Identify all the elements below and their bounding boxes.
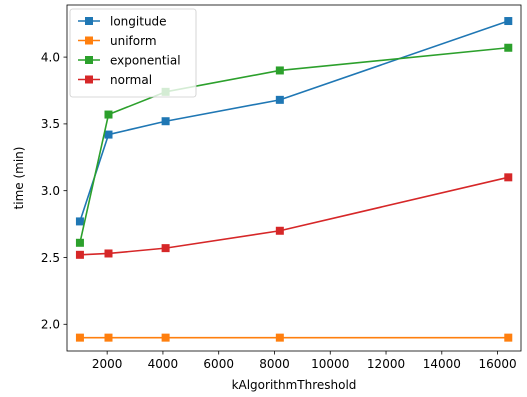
legend-marker [85, 75, 93, 84]
y-tick-label: 4.0 [41, 50, 60, 64]
legend-label: exponential [110, 53, 181, 67]
data-point [275, 95, 284, 104]
legend-item-uniform: uniform [78, 34, 157, 48]
axis-ticks: 2000 4000 6000 8000 10000 12000 14000 16000 2.0 2… [41, 50, 517, 371]
series-longitude [75, 17, 513, 226]
data-point [504, 43, 513, 52]
legend-label: longitude [110, 14, 167, 28]
data-point [275, 226, 284, 235]
y-axis-label: time (min) [12, 147, 26, 210]
legend-item-longitude: longitude [78, 14, 167, 28]
data-point [75, 250, 84, 259]
data-point [104, 333, 113, 342]
legend-item-exponential: exponential [78, 53, 181, 67]
data-point [75, 217, 84, 226]
y-tick-label: 3.0 [41, 184, 60, 198]
legend-label: normal [110, 73, 152, 87]
x-tick-label: 12000 [367, 357, 405, 371]
data-point [104, 130, 113, 139]
data-point [275, 333, 284, 342]
data-point [104, 249, 113, 258]
data-point [161, 117, 170, 126]
data-point [275, 66, 284, 75]
data-point [104, 110, 113, 119]
data-point [504, 17, 513, 26]
x-tick-label: 2000 [92, 357, 123, 371]
data-point [75, 238, 84, 247]
legend-marker [85, 36, 93, 45]
legend-item-normal: normal [78, 73, 152, 87]
data-point [504, 173, 513, 182]
legend-label: uniform [110, 34, 157, 48]
series-uniform [75, 333, 513, 342]
x-tick-label: 10000 [311, 357, 349, 371]
data-point [504, 333, 513, 342]
legend-marker [85, 56, 93, 64]
y-tick-label: 3.5 [41, 117, 60, 131]
y-tick-label: 2.0 [41, 318, 60, 332]
data-point [161, 333, 170, 342]
x-tick-label: 16000 [478, 357, 516, 371]
x-tick-label: 4000 [148, 357, 179, 371]
data-point [75, 333, 84, 342]
x-tick-label: 14000 [423, 357, 461, 371]
y-tick-label: 2.5 [41, 251, 60, 265]
plot-frame [66, 4, 522, 352]
legend-marker [85, 17, 93, 25]
x-tick-label: 6000 [203, 357, 234, 371]
legend: longitude uniform exponential normal [69, 8, 197, 98]
series-layer [75, 17, 513, 342]
series-normal [75, 173, 513, 259]
x-tick-label: 8000 [259, 357, 290, 371]
series-line [79, 176, 509, 256]
legend-box [69, 8, 197, 98]
x-axis-label: kAlgorithmThreshold [232, 378, 357, 392]
data-point [161, 244, 170, 253]
